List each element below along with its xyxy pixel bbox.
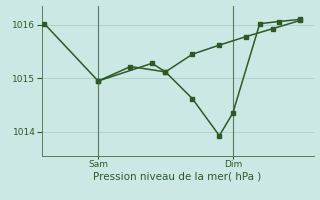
X-axis label: Pression niveau de la mer( hPa ): Pression niveau de la mer( hPa ) [93, 172, 262, 182]
